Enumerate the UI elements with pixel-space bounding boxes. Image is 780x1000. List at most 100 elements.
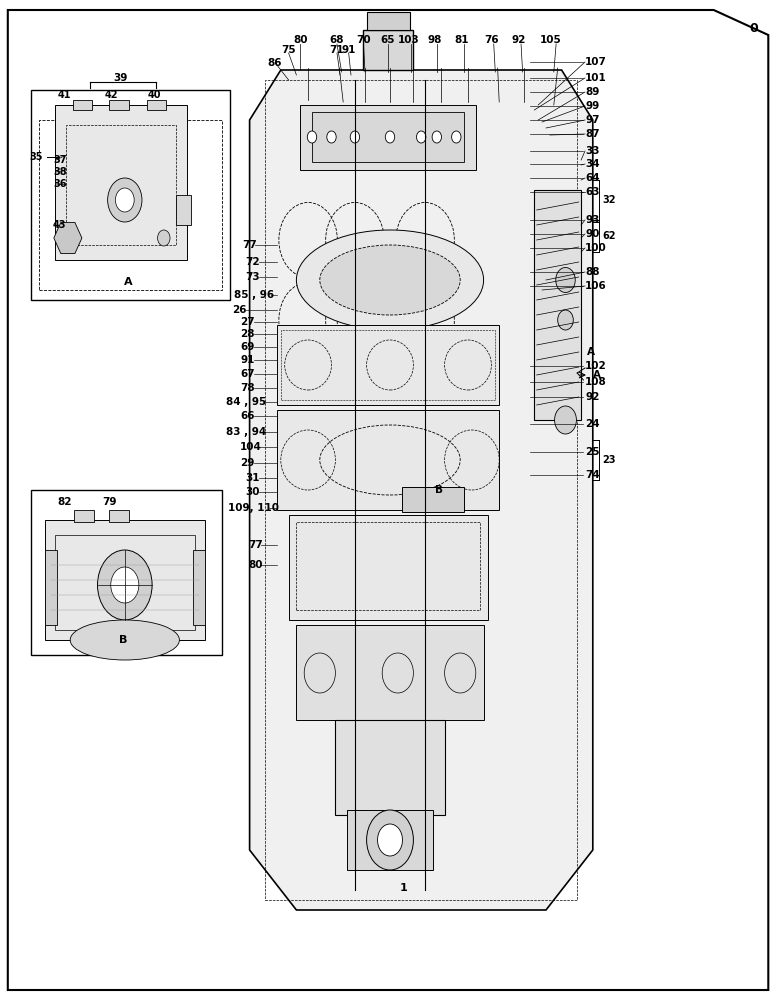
Text: 72: 72	[246, 257, 261, 267]
Text: A: A	[587, 347, 595, 357]
Text: 77: 77	[242, 240, 257, 250]
Bar	[74, 510, 94, 522]
Bar	[147, 100, 166, 110]
Bar	[109, 510, 129, 522]
Bar	[55, 105, 187, 260]
Text: 70: 70	[356, 35, 370, 45]
Text: 34: 34	[585, 159, 600, 169]
Bar	[31, 490, 222, 655]
Text: 67: 67	[240, 369, 255, 379]
Circle shape	[378, 824, 402, 856]
Text: 64: 64	[585, 173, 600, 183]
Text: 68: 68	[330, 35, 344, 45]
Text: 73: 73	[246, 272, 261, 282]
Text: 24: 24	[585, 419, 600, 429]
Text: 100: 100	[585, 243, 607, 253]
Bar	[300, 105, 476, 170]
Text: 74: 74	[585, 470, 600, 480]
Bar	[312, 112, 464, 162]
Circle shape	[350, 131, 360, 143]
Circle shape	[115, 188, 134, 212]
Text: 82: 82	[58, 497, 72, 507]
Bar	[193, 550, 205, 625]
Text: 92: 92	[512, 35, 526, 45]
Text: 65: 65	[381, 35, 395, 45]
Text: 84 , 95: 84 , 95	[226, 397, 267, 407]
Circle shape	[307, 131, 317, 143]
Text: 71: 71	[330, 45, 344, 55]
Text: 88: 88	[585, 267, 600, 277]
Circle shape	[452, 131, 461, 143]
Text: 63: 63	[585, 187, 600, 197]
Text: 43: 43	[53, 220, 66, 230]
Text: 69: 69	[240, 342, 254, 352]
Bar	[277, 325, 499, 405]
Bar	[66, 125, 176, 245]
Text: 85 , 96: 85 , 96	[234, 290, 274, 300]
Circle shape	[98, 550, 152, 620]
Text: 76: 76	[484, 35, 498, 45]
Text: 26: 26	[232, 305, 247, 315]
Text: A: A	[593, 370, 601, 380]
Text: 39: 39	[114, 73, 128, 83]
Circle shape	[417, 131, 426, 143]
Bar	[176, 195, 191, 225]
Bar	[402, 487, 464, 512]
Text: 83 , 94: 83 , 94	[226, 427, 267, 437]
Text: 42: 42	[105, 90, 119, 100]
Ellipse shape	[555, 267, 576, 292]
Text: 105: 105	[540, 35, 562, 45]
Ellipse shape	[558, 310, 573, 330]
Circle shape	[327, 131, 336, 143]
Text: 29: 29	[240, 458, 254, 468]
Text: 78: 78	[240, 383, 255, 393]
Text: 93: 93	[585, 215, 599, 225]
Text: 37: 37	[53, 155, 66, 165]
Text: 87: 87	[585, 129, 600, 139]
Bar	[73, 100, 92, 110]
Text: 33: 33	[585, 146, 600, 156]
Circle shape	[385, 131, 395, 143]
Polygon shape	[250, 70, 593, 910]
Bar	[45, 550, 57, 625]
Text: 36: 36	[53, 179, 66, 189]
Text: 30: 30	[246, 487, 261, 497]
Text: 91: 91	[240, 355, 254, 365]
Text: 86: 86	[268, 58, 282, 68]
Bar	[45, 520, 205, 640]
Text: 97: 97	[585, 115, 600, 125]
Text: 79: 79	[102, 497, 116, 507]
Bar	[39, 120, 222, 290]
Bar	[289, 515, 488, 620]
Text: 27: 27	[240, 317, 255, 327]
Bar	[296, 522, 480, 610]
Text: 101: 101	[585, 73, 607, 83]
Text: 102: 102	[585, 361, 607, 371]
Text: 66: 66	[240, 411, 255, 421]
Text: 108: 108	[585, 377, 607, 387]
Text: 77: 77	[248, 540, 263, 550]
Text: 104: 104	[240, 442, 262, 452]
Bar	[363, 30, 413, 70]
Bar	[265, 80, 577, 900]
Bar	[296, 625, 484, 720]
Text: 23: 23	[602, 455, 615, 465]
Bar	[281, 330, 495, 400]
Circle shape	[432, 131, 441, 143]
Bar	[31, 90, 230, 300]
Bar	[109, 100, 129, 110]
Text: 98: 98	[427, 35, 441, 45]
Circle shape	[367, 810, 413, 870]
Text: 25: 25	[585, 447, 600, 457]
Bar	[534, 190, 581, 420]
Text: 99: 99	[585, 101, 599, 111]
Text: 0: 0	[749, 21, 758, 34]
Text: A: A	[124, 277, 133, 287]
Text: 40: 40	[147, 90, 161, 100]
Bar	[347, 810, 433, 870]
Bar	[55, 535, 195, 630]
Ellipse shape	[320, 245, 460, 315]
Text: 80: 80	[293, 35, 307, 45]
Ellipse shape	[70, 620, 179, 660]
Text: 81: 81	[455, 35, 469, 45]
